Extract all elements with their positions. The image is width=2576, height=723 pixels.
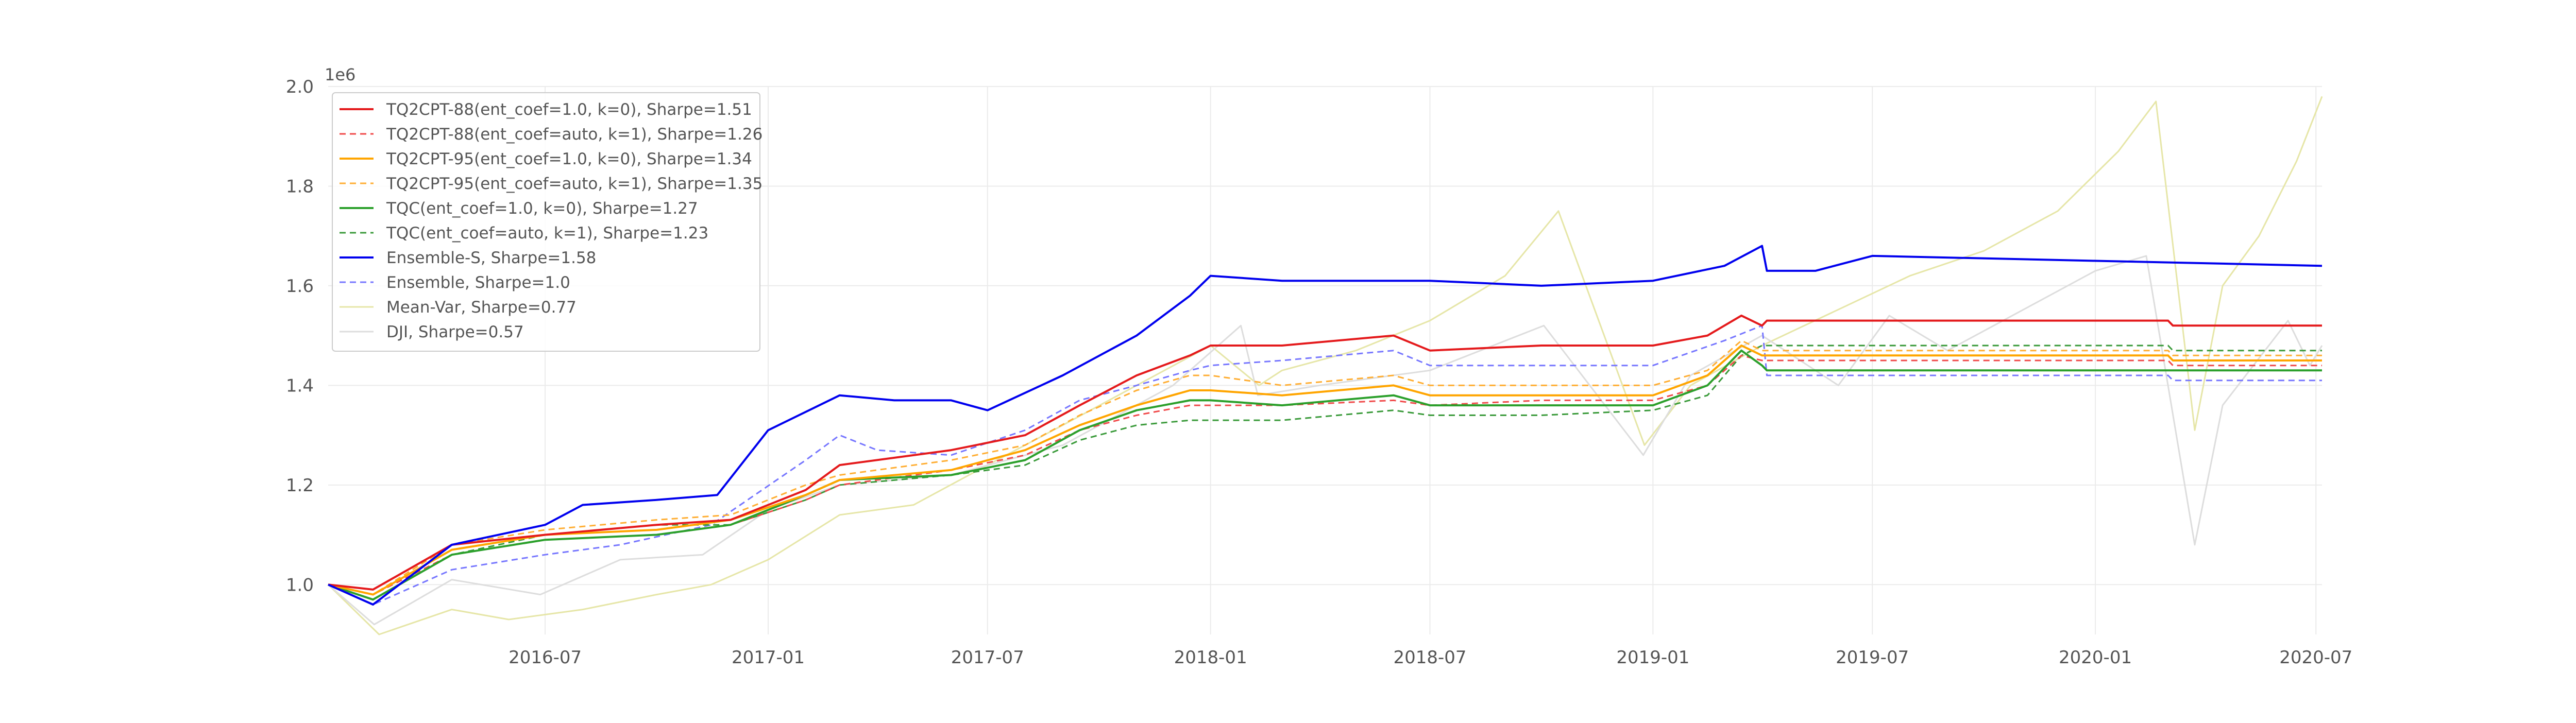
legend-label: TQ2CPT-95(ent_coef=auto, k=1), Sharpe=1.… [386,175,762,193]
legend-label: TQC(ent_coef=1.0, k=0), Sharpe=1.27 [386,199,698,218]
y-tick-label: 2.0 [286,77,314,97]
axes: 1e6 1.0 1.2 1.4 1.6 1.8 2.0 2016-07 2017-01 2017… [286,65,2352,668]
series-line-5 [328,345,2322,600]
x-tick-label: 2019-07 [1836,647,1909,668]
legend-label: Ensemble-S, Sharpe=1.58 [386,249,596,267]
y-tick-label: 1.2 [286,475,314,496]
x-tick-label: 2017-01 [732,647,805,668]
legend-label: Mean-Var, Sharpe=0.77 [386,298,577,317]
y-offset-label: 1e6 [325,65,355,84]
series-line-7 [328,324,2322,606]
x-tick-label: 2017-07 [951,647,1024,668]
legend-label: Ensemble, Sharpe=1.0 [386,273,570,292]
legend-label: TQ2CPT-88(ent_coef=1.0, k=0), Sharpe=1.5… [386,100,752,119]
series-lines [327,96,2323,635]
series-line-2 [328,345,2322,596]
legend-label: TQ2CPT-88(ent_coef=auto, k=1), Sharpe=1.… [386,125,762,144]
x-tick-label: 2018-07 [1393,647,1466,668]
series-line-0 [328,314,2322,591]
x-tick-label: 2020-01 [2059,647,2132,668]
x-tick-label: 2016-07 [509,647,582,668]
y-tick-label: 1.6 [286,276,314,297]
x-tick-label: 2019-01 [1616,647,1689,668]
legend-box [332,92,760,352]
legend-label: TQC(ent_coef=auto, k=1), Sharpe=1.23 [386,224,708,243]
series-line-4 [328,349,2322,601]
y-tick-label: 1.4 [286,375,314,396]
y-tick-label: 1.8 [286,176,314,197]
series-line-1 [328,354,2322,596]
series-line-3 [328,339,2322,596]
series-line-6 [328,245,2323,606]
x-tick-label: 2018-01 [1174,647,1247,668]
legend-label: TQ2CPT-95(ent_coef=1.0, k=0), Sharpe=1.3… [386,150,752,168]
y-tick-label: 1.0 [286,575,314,595]
x-tick-label: 2020-07 [2279,647,2352,668]
legend-label: DJI, Sharpe=0.57 [386,323,524,341]
legend: TQ2CPT-88(ent_coef=1.0, k=0), Sharpe=1.5… [332,92,762,352]
